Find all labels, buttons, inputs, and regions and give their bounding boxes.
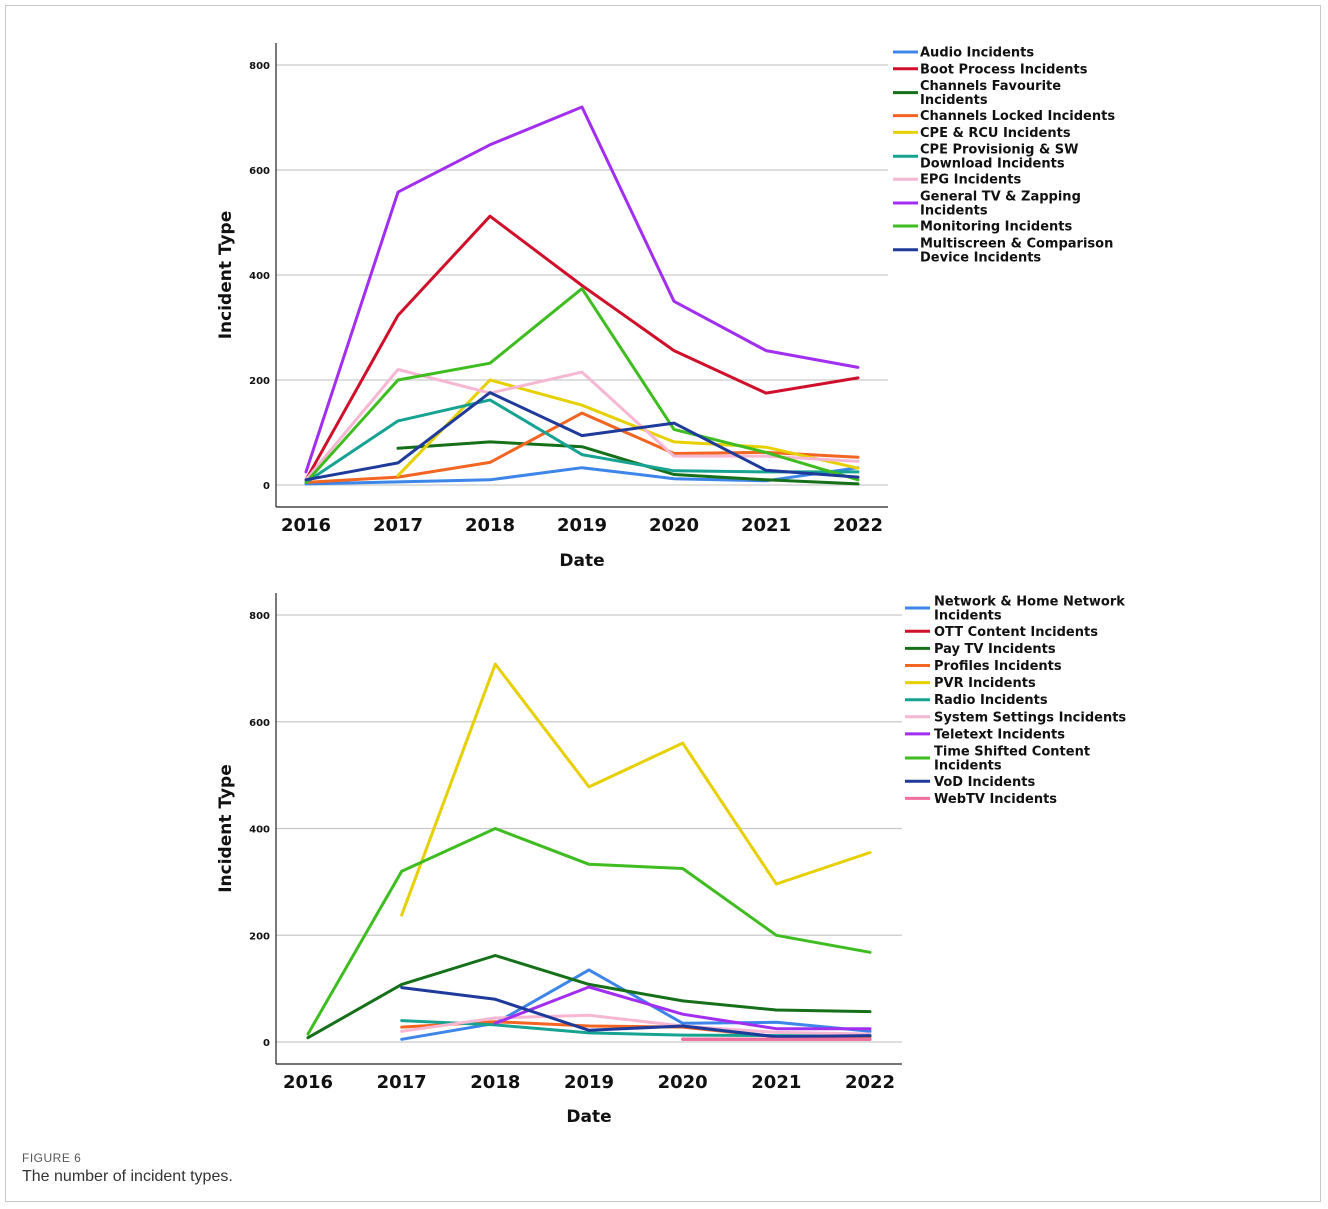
x-axis-label: Date [566, 1107, 611, 1127]
legend-label: Network & Home Network Incidents [934, 595, 1125, 624]
legend-label: WebTV Incidents [934, 792, 1057, 807]
x-tick-label: 2017 [377, 1072, 427, 1093]
legend-label: CPE & RCU Incidents [920, 126, 1071, 141]
series-line-pay-tv-incidents [306, 954, 872, 1040]
y-axis-label: Incident Type [216, 211, 236, 340]
series-line-teletext-incidents [493, 985, 872, 1031]
legend-item-webtv-incidents: WebTV Incidents [905, 792, 1057, 807]
y-tick-label: 800 [249, 611, 270, 622]
legend-label: Radio Incidents [934, 693, 1048, 708]
series-line-epg-incidents [304, 368, 860, 482]
x-axis-label: Date [559, 551, 604, 571]
y-tick-label: 200 [249, 931, 270, 942]
legend-label: PVR Incidents [934, 676, 1036, 691]
y-tick-label: 600 [249, 166, 270, 177]
series-line-pvr-incidents [400, 662, 872, 917]
series-line-time-shifted-content-incidents [306, 827, 872, 1036]
series-line-vod-incidents [400, 986, 872, 1039]
y-axis-label: Incident Type [216, 764, 236, 893]
x-tick-label: 2018 [465, 515, 515, 536]
legend-label: Time Shifted Content Incidents [934, 745, 1090, 774]
legend-label: General TV & Zapping Incidents [920, 190, 1081, 219]
series-line-network-home-network-incidents [400, 968, 872, 1041]
legend-label: Monitoring Incidents [920, 220, 1073, 235]
series-line-system-settings-incidents [400, 1013, 872, 1036]
series-line-cpe-rcu-incidents [396, 378, 860, 478]
legend-item-pay-tv-incidents: Pay TV Incidents [905, 642, 1056, 657]
x-tick-label: 2021 [741, 515, 791, 536]
y-tick-label: 400 [249, 825, 270, 836]
legend-item-channels-favourite-incidents: Channels Favourite Incidents [893, 79, 1061, 108]
series-line-monitoring-incidents [304, 287, 860, 484]
x-tick-label: 2019 [557, 515, 607, 536]
legend-item-time-shifted-content-incidents: Time Shifted Content Incidents [905, 745, 1090, 774]
legend-item-monitoring-incidents: Monitoring Incidents [893, 220, 1073, 235]
x-tick-label: 2016 [283, 1072, 333, 1093]
legend-label: VoD Incidents [934, 775, 1035, 790]
legend-item-audio-incidents: Audio Incidents [893, 46, 1034, 61]
y-tick-label: 600 [249, 718, 270, 729]
legend-label: Pay TV Incidents [934, 642, 1056, 657]
legend-label: EPG Incidents [920, 173, 1021, 188]
series-line-cpe-provisionig-sw-download-incidents [304, 398, 860, 484]
x-tick-label: 2020 [649, 515, 699, 536]
legend-item-epg-incidents: EPG Incidents [893, 173, 1021, 188]
chart-2: 0 200 400 600 800 2016 2017 2018 2019 2020 2021 202… [216, 593, 1126, 1127]
legend-item-channels-locked-incidents: Channels Locked Incidents [893, 109, 1115, 124]
legend-label: Channels Locked Incidents [920, 109, 1115, 124]
legend-label: System Settings Incidents [934, 710, 1126, 725]
legend-item-multiscreen-comparison-device-incidents: Multiscreen & Comparison Device Incidents [893, 236, 1113, 265]
y-tick-label: 0 [263, 1038, 270, 1049]
legend-label: Boot Process Incidents [920, 62, 1088, 77]
x-tick-label: 2019 [564, 1072, 614, 1093]
series-line-channels-favourite-incidents [396, 440, 860, 486]
legend-item-profiles-incidents: Profiles Incidents [905, 659, 1062, 674]
legend-label: OTT Content Incidents [934, 625, 1098, 640]
legend-item-ott-content-incidents: OTT Content Incidents [905, 625, 1098, 640]
figure-label: FIGURE 6 [22, 1151, 82, 1165]
series-line-general-tv-zapping-incidents [304, 105, 860, 474]
legend-item-cpe-rcu-incidents: CPE & RCU Incidents [893, 126, 1071, 141]
x-tick-label: 2022 [845, 1072, 895, 1093]
y-tick-label: 0 [263, 481, 270, 492]
figure-frame [5, 5, 1321, 1202]
y-tick-label: 400 [249, 271, 270, 282]
legend-label: Profiles Incidents [934, 659, 1062, 674]
legend-item-vod-incidents: VoD Incidents [905, 775, 1035, 790]
legend-item-general-tv-zapping-incidents: General TV & Zapping Incidents [893, 190, 1081, 219]
x-tick-label: 2022 [833, 515, 883, 536]
legend-label: Teletext Incidents [934, 727, 1065, 742]
legend-item-boot-process-incidents: Boot Process Incidents [893, 62, 1088, 77]
x-tick-label: 2017 [373, 515, 423, 536]
series-line-multiscreen-comparison-device-incidents [304, 391, 860, 482]
legend-item-radio-incidents: Radio Incidents [905, 693, 1048, 708]
legend-item-system-settings-incidents: System Settings Incidents [905, 710, 1126, 725]
legend-label: Multiscreen & Comparison Device Incidents [920, 236, 1113, 265]
legend-item-teletext-incidents: Teletext Incidents [905, 727, 1065, 742]
chart-1: 0 200 400 600 800 2016 2017 2018 2019 2020 2021 202… [216, 43, 1115, 571]
legend-label: CPE Provisionig & SW Download Incidents [920, 143, 1079, 172]
series-line-boot-process-incidents [304, 214, 860, 482]
figure-caption: The number of incident types. [22, 1168, 233, 1185]
legend-label: Channels Favourite Incidents [920, 79, 1061, 108]
y-tick-label: 800 [249, 61, 270, 72]
x-tick-label: 2021 [751, 1072, 801, 1093]
x-tick-label: 2016 [281, 515, 331, 536]
legend-item-network-home-network-incidents: Network & Home Network Incidents [905, 595, 1125, 624]
legend-label: Audio Incidents [920, 46, 1034, 61]
legend-item-cpe-provisionig-sw-download-incidents: CPE Provisionig & SW Download Incidents [893, 143, 1079, 172]
y-tick-label: 200 [249, 376, 270, 387]
x-tick-label: 2020 [658, 1072, 708, 1093]
x-tick-label: 2018 [470, 1072, 520, 1093]
legend-item-pvr-incidents: PVR Incidents [905, 676, 1036, 691]
